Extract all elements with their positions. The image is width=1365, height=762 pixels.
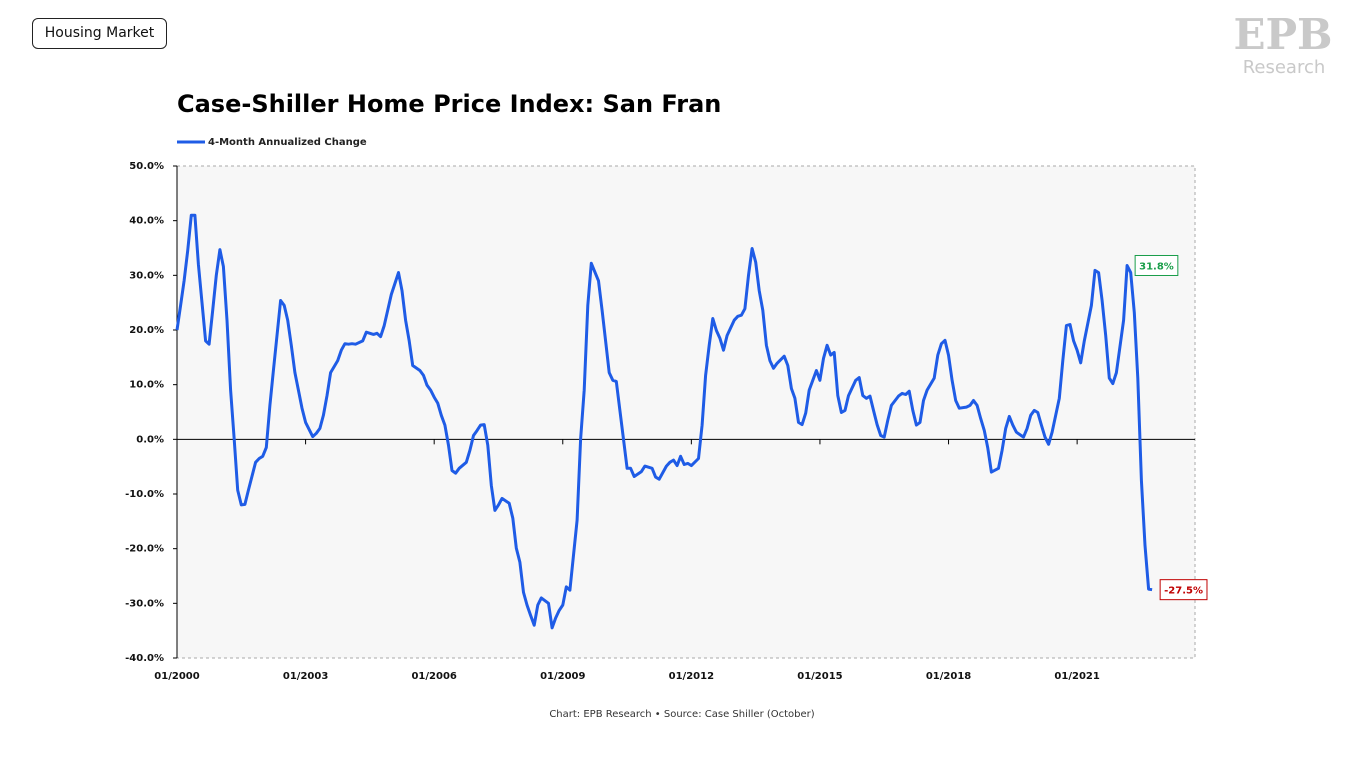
plot-border	[177, 165, 1196, 659]
y-tick-label: -40.0%	[125, 653, 164, 664]
y-tick-label: 20.0%	[129, 325, 164, 336]
x-tick-label: 01/2018	[926, 671, 971, 682]
x-tick-label: 01/2009	[540, 671, 585, 682]
annotation-label: -27.5%	[1164, 586, 1203, 597]
legend-label: 4-Month Annualized Change	[208, 137, 367, 148]
y-tick-label: 30.0%	[129, 270, 164, 281]
plot-background	[177, 166, 1195, 658]
y-tick-label: 50.0%	[129, 161, 164, 172]
x-tick-label: 01/2000	[154, 671, 199, 682]
logo-subtitle: Research	[1243, 57, 1326, 78]
x-tick-label: 01/2003	[283, 671, 328, 682]
x-tick-label: 01/2012	[669, 671, 714, 682]
y-tick-label: 40.0%	[129, 216, 164, 227]
logo: EPB	[1233, 10, 1332, 59]
x-tick-label: 01/2006	[411, 671, 456, 682]
y-tick-label: -10.0%	[125, 489, 164, 500]
series-line	[175, 213, 1153, 630]
caption: Chart: EPB Research • Source: Case Shill…	[549, 709, 814, 720]
chart-title: Case-Shiller Home Price Index: San Fran	[177, 90, 721, 118]
x-tick-label: 01/2021	[1054, 671, 1099, 682]
y-tick-label: -20.0%	[125, 544, 164, 555]
x-tick-label: 01/2015	[797, 671, 842, 682]
annotation-box	[1159, 579, 1208, 601]
y-tick-label: 0.0%	[136, 434, 164, 445]
y-tick-label: 10.0%	[129, 380, 164, 391]
annotation-box	[1134, 254, 1179, 276]
section-tag[interactable]: Housing Market	[32, 18, 167, 49]
annotation-label: 31.8%	[1139, 261, 1174, 272]
y-tick-label: -30.0%	[125, 598, 164, 609]
